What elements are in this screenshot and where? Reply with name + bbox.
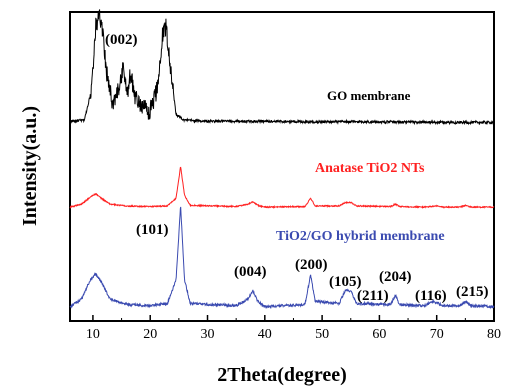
legend-go-membrane: GO membrane (327, 88, 411, 103)
peak-label-204: (204) (379, 269, 412, 285)
peak-label-101: (101) (136, 222, 169, 238)
x-tick-label: 50 (315, 327, 329, 342)
series-line-0 (69, 9, 495, 126)
x-tick-label: 40 (258, 327, 272, 342)
x-tick-label: 70 (430, 327, 444, 342)
y-axis-label: Intensity(a.u.) (19, 106, 41, 226)
peak-label-004: (004) (234, 264, 267, 280)
legend-tio2-go-hybrid: TiO2/GO hybrid membrane (276, 229, 445, 244)
peak-label-002: (002) (105, 32, 138, 48)
x-tick-label: 60 (372, 327, 386, 342)
peak-label-215: (215) (456, 284, 489, 300)
plot-frame (69, 11, 495, 322)
x-tick-label: 30 (201, 327, 215, 342)
peak-label-200: (200) (295, 257, 328, 273)
x-tick-label: 10 (86, 327, 100, 342)
peak-label-211: (211) (357, 288, 389, 304)
series-layer (69, 9, 495, 310)
x-tick-label: 80 (487, 327, 501, 342)
peak-label-116: (116) (415, 288, 447, 304)
peak-label-105: (105) (329, 274, 362, 290)
x-ticks: 10 20 30 40 50 60 70 80 (86, 315, 501, 342)
x-tick-label: 20 (143, 327, 157, 342)
x-axis-label: 2Theta(degree) (217, 364, 347, 386)
legend-anatase-tio2: Anatase TiO2 NTs (315, 161, 425, 176)
series-line-1 (69, 166, 495, 210)
series-line-2 (69, 206, 495, 310)
